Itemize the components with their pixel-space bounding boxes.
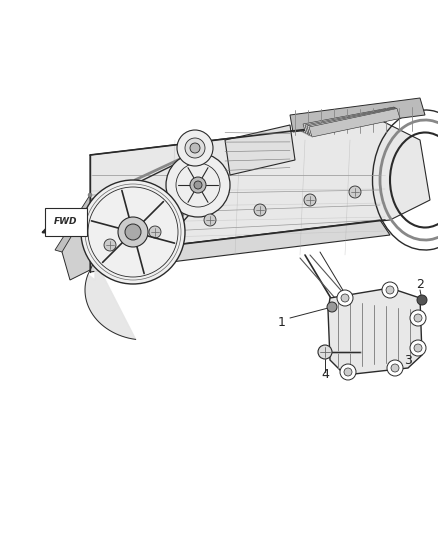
Polygon shape [307,108,399,136]
Polygon shape [295,105,393,130]
Circle shape [349,186,361,198]
Polygon shape [305,108,398,135]
Circle shape [190,177,206,193]
Circle shape [414,314,422,322]
Circle shape [100,213,104,217]
Circle shape [344,368,352,376]
Circle shape [318,345,332,359]
Polygon shape [55,195,90,252]
Circle shape [185,138,205,158]
Circle shape [91,198,95,202]
Polygon shape [225,125,295,175]
Circle shape [254,204,266,216]
Circle shape [88,193,92,197]
Circle shape [410,310,426,326]
Circle shape [341,294,349,302]
Circle shape [410,340,426,356]
Circle shape [166,153,230,217]
Circle shape [94,203,98,207]
Text: 3: 3 [404,353,412,367]
Text: 4: 4 [321,368,329,382]
Circle shape [304,194,316,206]
Polygon shape [299,106,395,132]
Text: FWD: FWD [54,217,78,227]
Polygon shape [303,107,397,134]
Polygon shape [328,288,422,375]
Polygon shape [301,107,396,133]
Text: 2: 2 [416,279,424,292]
Circle shape [386,286,394,294]
Polygon shape [60,200,90,280]
Circle shape [97,208,101,212]
Circle shape [391,364,399,372]
Circle shape [149,226,161,238]
Circle shape [81,180,185,284]
Circle shape [190,143,200,153]
Circle shape [104,239,116,251]
Text: 1: 1 [278,316,286,328]
Circle shape [382,282,398,298]
Circle shape [417,295,427,305]
Circle shape [340,364,356,380]
Polygon shape [297,106,394,131]
Circle shape [118,217,148,247]
Polygon shape [85,260,136,340]
Circle shape [177,130,213,166]
Polygon shape [309,109,400,137]
Polygon shape [90,220,390,272]
Polygon shape [95,200,133,225]
Polygon shape [290,98,425,132]
Circle shape [204,214,216,226]
Circle shape [387,360,403,376]
Circle shape [414,344,422,352]
Circle shape [327,302,337,312]
Circle shape [194,181,202,189]
Circle shape [125,224,141,240]
Circle shape [337,290,353,306]
Polygon shape [90,120,430,255]
